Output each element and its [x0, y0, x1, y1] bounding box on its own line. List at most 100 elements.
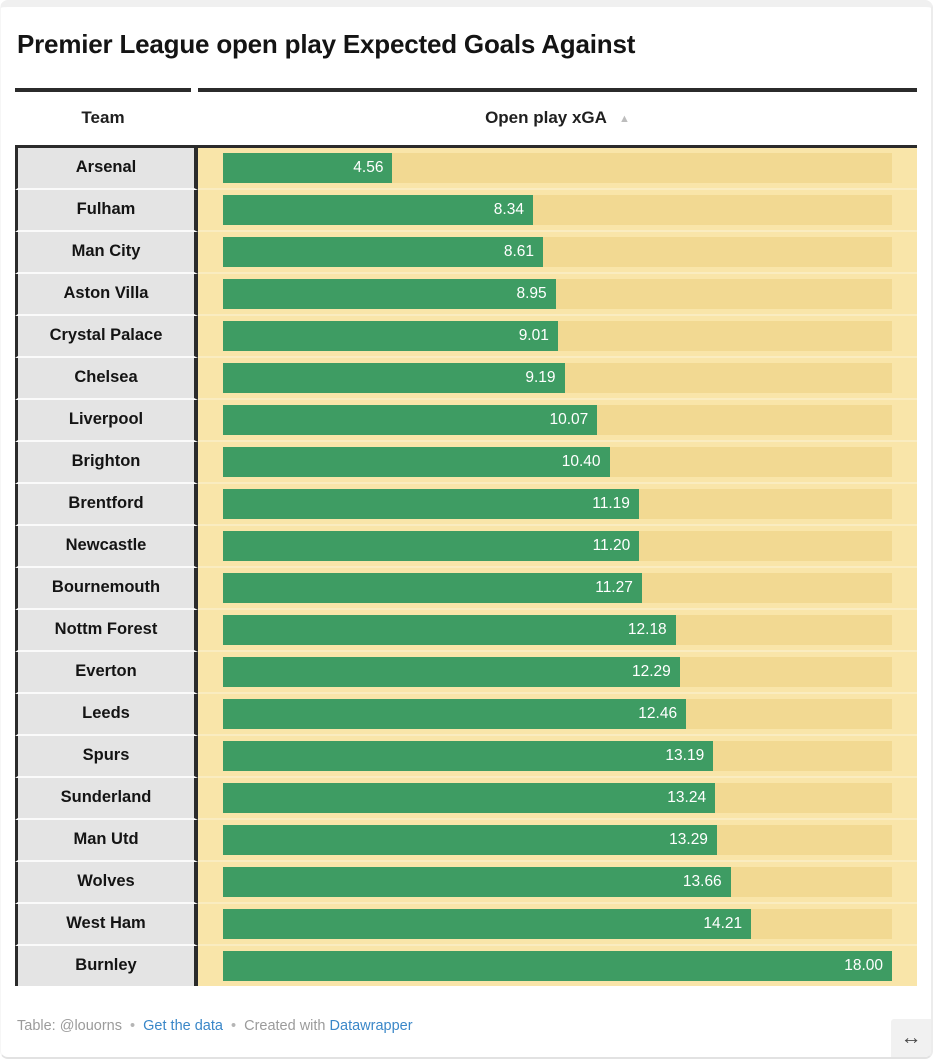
column-header-team[interactable]: Team	[15, 87, 191, 145]
table-row: Brentford 11.19	[15, 483, 917, 526]
value-bar: 11.20	[223, 530, 640, 561]
bar-track: 9.19	[223, 362, 892, 393]
bar-value-label: 13.24	[667, 788, 707, 806]
team-name-cell: Crystal Palace	[15, 315, 198, 358]
bar-value-label: 10.07	[549, 410, 589, 428]
bar-value-label: 13.29	[669, 830, 708, 848]
team-name-label: Man Utd	[73, 830, 139, 848]
bar-value-label: 4.56	[353, 158, 384, 176]
bar-value-label: 14.21	[703, 914, 743, 932]
bar-cell: 10.07	[198, 399, 917, 442]
value-bar: 10.07	[223, 404, 598, 435]
table-row: Sunderland 13.24	[15, 777, 917, 820]
bar-cell: 8.34	[198, 189, 917, 232]
bar-cell: 13.19	[198, 735, 917, 778]
sort-ascending-icon: ▲	[619, 112, 630, 125]
bar-track: 9.01	[223, 320, 892, 351]
table-row: Chelsea 9.19	[15, 357, 917, 400]
table-row: West Ham 14.21	[15, 903, 917, 946]
bar-value-label: 10.40	[561, 452, 601, 470]
bar-track: 8.61	[223, 236, 892, 267]
team-name-cell: Fulham	[15, 189, 198, 232]
team-name-cell: Leeds	[15, 693, 198, 736]
bar-value-label: 18.00	[844, 956, 883, 974]
value-bar: 12.18	[223, 614, 676, 645]
bar-cell: 4.56	[198, 147, 917, 190]
table-body: Arsenal 4.56 Fulham 8.34 Man City	[15, 144, 917, 986]
value-bar: 13.66	[223, 866, 731, 897]
table-row: Leeds 12.46	[15, 693, 917, 736]
bar-cell: 13.66	[198, 861, 917, 904]
bar-value-label: 11.20	[592, 536, 631, 554]
team-name-label: Liverpool	[68, 410, 144, 428]
bar-value-label: 13.19	[665, 746, 705, 764]
table-row: Liverpool 10.07	[15, 399, 917, 442]
team-name-label: Man City	[71, 242, 141, 260]
bar-value-label: 13.66	[682, 872, 722, 890]
value-bar: 11.19	[223, 488, 639, 519]
team-name-cell: Man Utd	[15, 819, 198, 862]
table-row: Brighton 10.40	[15, 441, 917, 484]
table-row: Fulham 8.34	[15, 189, 917, 232]
get-the-data-link[interactable]: Get the data	[143, 1017, 223, 1034]
value-bar: 18.00	[223, 950, 892, 981]
team-name-label: Crystal Palace	[49, 326, 163, 344]
team-name-label: Wolves	[77, 872, 135, 890]
bar-track: 13.66	[223, 866, 892, 897]
bar-value-label: 8.95	[516, 284, 547, 302]
team-name-cell: Nottm Forest	[15, 609, 198, 652]
bar-track: 11.27	[223, 572, 892, 603]
team-name-label: Chelsea	[74, 368, 138, 386]
value-bar: 9.01	[223, 320, 558, 351]
team-name-cell: Arsenal	[15, 147, 198, 190]
resize-button[interactable]: ↔	[891, 1019, 931, 1057]
bar-track: 13.24	[223, 782, 892, 813]
team-name-cell: Burnley	[15, 945, 198, 986]
table-row: Spurs 13.19	[15, 735, 917, 778]
team-name-label: Aston Villa	[63, 284, 149, 302]
column-header-xga-label: Open play xGA	[485, 107, 607, 127]
table-row: Crystal Palace 9.01	[15, 315, 917, 358]
bar-value-label: 9.01	[518, 326, 549, 344]
bar-track: 18.00	[223, 950, 892, 981]
bar-track: 8.34	[223, 194, 892, 225]
bar-value-label: 12.29	[631, 662, 671, 680]
team-name-cell: West Ham	[15, 903, 198, 946]
bar-track: 8.95	[223, 278, 892, 309]
bar-track: 13.19	[223, 740, 892, 771]
value-bar: 9.19	[223, 362, 565, 393]
datawrapper-link[interactable]: Datawrapper	[329, 1017, 413, 1034]
value-bar: 13.19	[223, 740, 714, 771]
team-name-cell: Wolves	[15, 861, 198, 904]
chart-title: Premier League open play Expected Goals …	[17, 29, 636, 59]
team-name-label: Nottm Forest	[54, 620, 158, 638]
team-name-cell: Chelsea	[15, 357, 198, 400]
table-row: Nottm Forest 12.18	[15, 609, 917, 652]
table-row: Newcastle 11.20	[15, 525, 917, 568]
team-name-label: Newcastle	[65, 536, 147, 554]
table-row: Wolves 13.66	[15, 861, 917, 904]
bar-value-label: 8.61	[503, 242, 534, 260]
value-bar: 12.29	[223, 656, 680, 687]
bar-track: 11.20	[223, 530, 892, 561]
value-bar: 11.27	[223, 572, 642, 603]
table-row: Man City 8.61	[15, 231, 917, 274]
table-row: Man Utd 13.29	[15, 819, 917, 862]
table-row: Everton 12.29	[15, 651, 917, 694]
resize-arrows-icon: ↔	[900, 1026, 922, 1049]
bar-track: 10.07	[223, 404, 892, 435]
bar-value-label: 9.19	[525, 368, 556, 386]
bar-cell: 8.61	[198, 231, 917, 274]
team-name-cell: Brentford	[15, 483, 198, 526]
bar-cell: 18.00	[198, 945, 917, 986]
bar-value-label: 8.34	[493, 200, 524, 218]
footer-separator: •	[130, 1017, 136, 1034]
bar-cell: 12.46	[198, 693, 917, 736]
value-bar: 13.24	[223, 782, 716, 813]
bar-track: 12.46	[223, 698, 892, 729]
bar-cell: 11.20	[198, 525, 917, 568]
bar-track: 11.19	[223, 488, 892, 519]
column-header-xga[interactable]: Open play xGA ▲	[198, 87, 917, 145]
bar-value-label: 12.18	[627, 620, 667, 638]
team-name-cell: Spurs	[15, 735, 198, 778]
